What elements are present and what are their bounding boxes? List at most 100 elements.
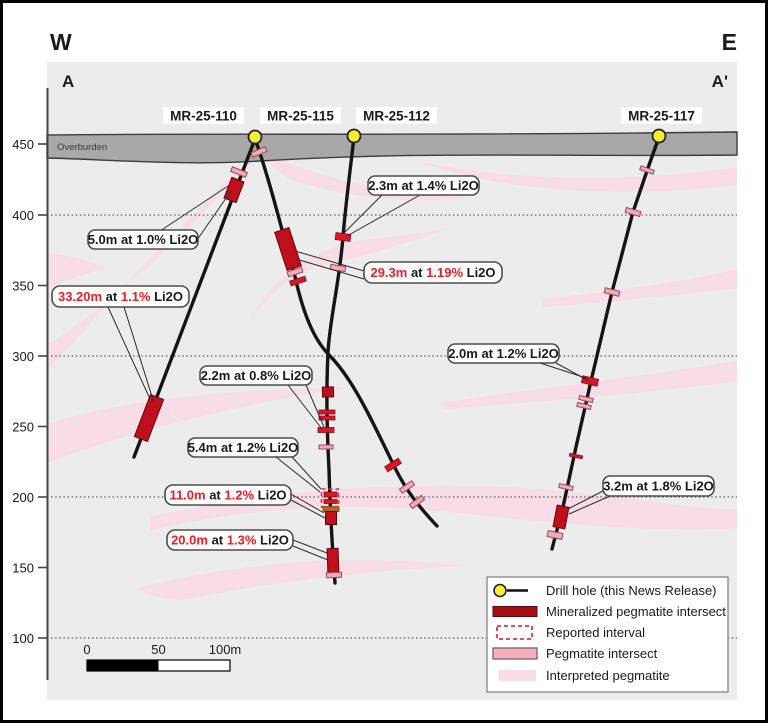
mineralized-tick [384, 457, 402, 473]
callout-text: 3.2m at 1.8% Li2O [603, 479, 714, 494]
interpreted-pegmatite [47, 152, 260, 371]
legend-label-reported: Reported interval [546, 625, 645, 640]
interpreted-pegmatite [420, 162, 737, 192]
callout-2.2m: 2.2m at 0.8% Li2O [199, 365, 313, 386]
mineralized-interval [274, 227, 302, 271]
mineralized-interval [223, 176, 245, 204]
callout-box [447, 343, 560, 364]
scale-label-50: 50 [151, 642, 165, 657]
hole-labels: MR-25-110 MR-25-115 MR-25-112 MR-25-117 [163, 107, 702, 124]
section-a-prime-label: A' [712, 72, 728, 91]
callout-text: 2.3m at 1.4% Li2O [368, 178, 479, 193]
pegmatite-tick [603, 287, 621, 297]
west-label: W [50, 29, 72, 55]
y-tick-label: 300 [12, 349, 34, 364]
assay-callouts: 5.0m at 1.0% Li2O 2.3m at 1.4% Li2O 33.2… [51, 175, 715, 551]
legend-label-pegmatite: Pegmatite intersect [546, 646, 658, 661]
callout-text: 5.0m at 1.0% Li2O [88, 232, 199, 247]
pegmatite-tick [250, 146, 268, 158]
hole-label-MR-25-117: MR-25-117 [628, 109, 695, 124]
callout-box [367, 175, 480, 196]
pegmatite-tick [398, 479, 416, 495]
pegmatite-tick [624, 206, 642, 218]
intervals-MR-25-117 [546, 165, 655, 540]
callout-text: 2.0m at 1.2% Li2O [448, 346, 559, 361]
y-tick-label: 200 [12, 490, 34, 505]
y-tick-label: 450 [12, 137, 34, 152]
callout-5.0m: 5.0m at 1.0% Li2O [87, 229, 199, 250]
callout-box [87, 229, 199, 250]
collar-markers [247, 128, 667, 145]
hole-label-bg [260, 107, 341, 124]
mineralized-tick [323, 491, 338, 498]
section-a-label: A [62, 72, 74, 91]
callout-box [166, 529, 294, 551]
callout-33.20m: 33.20m at 1.1% Li2O [51, 285, 190, 308]
pegmatite-tick [318, 444, 334, 450]
callout-box [602, 475, 715, 497]
y-tick-label: 250 [12, 420, 34, 435]
callout-2.3m: 2.3m at 1.4% Li2O [367, 175, 480, 196]
lithology-tick [322, 506, 340, 512]
interpreted-pegmatite [138, 559, 466, 600]
callout-box [164, 484, 292, 506]
mineralized-tick [317, 427, 335, 433]
pegmatite-tick [408, 494, 426, 510]
scale-bar-white-half [158, 660, 230, 671]
pegmatite-tick [578, 394, 594, 404]
hole-label-MR-25-112: MR-25-112 [363, 109, 430, 124]
callout-box [187, 437, 299, 458]
legend-label-mineralized: Mineralized pegmatite intersect [546, 604, 726, 619]
legend-label-interpreted: Interpreted pegmatite [546, 668, 670, 683]
intervals-MR-25-112 [317, 232, 352, 579]
mineralized-tick [318, 409, 336, 415]
y-tick-label: 150 [12, 561, 34, 576]
interpreted-pegmatite [543, 269, 737, 307]
scale-bar: 0 50 100m [83, 642, 241, 672]
scale-bar-black-half [87, 660, 159, 671]
hole-label-MR-25-115: MR-25-115 [267, 109, 334, 124]
callout-box [199, 365, 313, 386]
pegmatite-tick [639, 165, 655, 175]
mineralized-tick [318, 415, 336, 421]
mineralized-tick [289, 275, 307, 287]
callout-text: 29.3m at 1.19% Li2O [370, 265, 495, 280]
legend: Drill hole (this News Release) Mineraliz… [486, 576, 729, 693]
y-tick-label: 400 [12, 208, 34, 223]
scale-bar-outline [86, 659, 231, 672]
legend-collar-icon [493, 583, 507, 598]
collar-icon [247, 129, 263, 145]
legend-label-drill-hole: Drill hole (this News Release) [546, 583, 717, 598]
hole-label-MR-25-110: MR-25-110 [170, 109, 237, 124]
y-tick-label: 350 [12, 279, 34, 294]
elevation-gridlines [47, 214, 737, 639]
callout-3.2m: 3.2m at 1.8% Li2O [602, 475, 715, 497]
collar-icon [346, 128, 362, 144]
drill-trace-MR-25-115 [253, 137, 439, 528]
legend-reported-swatch [496, 625, 533, 640]
pegmatite-tick [325, 571, 343, 579]
pegmatite-tick [558, 482, 574, 492]
legend-pegmatite-swatch [492, 647, 538, 660]
callout-2.0m: 2.0m at 1.2% Li2O [447, 343, 560, 364]
callout-29.3m: 29.3m at 1.19% Li2O [363, 261, 503, 284]
legend-mineralized-swatch [492, 606, 538, 617]
callout-text: 5.4m at 1.2% Li2O [188, 440, 299, 455]
mineralized-interval [321, 386, 335, 398]
mineralized-tick [323, 499, 338, 504]
drill-trace-MR-25-117 [550, 135, 661, 551]
pegmatite-tick [546, 530, 564, 540]
collar-icon [651, 128, 667, 144]
callout-text: 2.2m at 0.8% Li2O [201, 368, 312, 383]
hole-label-bg [163, 107, 244, 124]
pegmatite-tick [229, 166, 249, 178]
mineralized-tick [334, 232, 352, 242]
interpreted-pegmatite [262, 152, 470, 201]
elevation-axis: 450 400 350 300 250 200 150 100 [12, 88, 49, 680]
callout-11.0m: 11.0m at 1.2% Li2O [164, 484, 292, 506]
interpreted-pegmatite [47, 253, 106, 289]
mineralized-interval [552, 504, 570, 530]
overburden-label: Overburden [57, 142, 107, 153]
